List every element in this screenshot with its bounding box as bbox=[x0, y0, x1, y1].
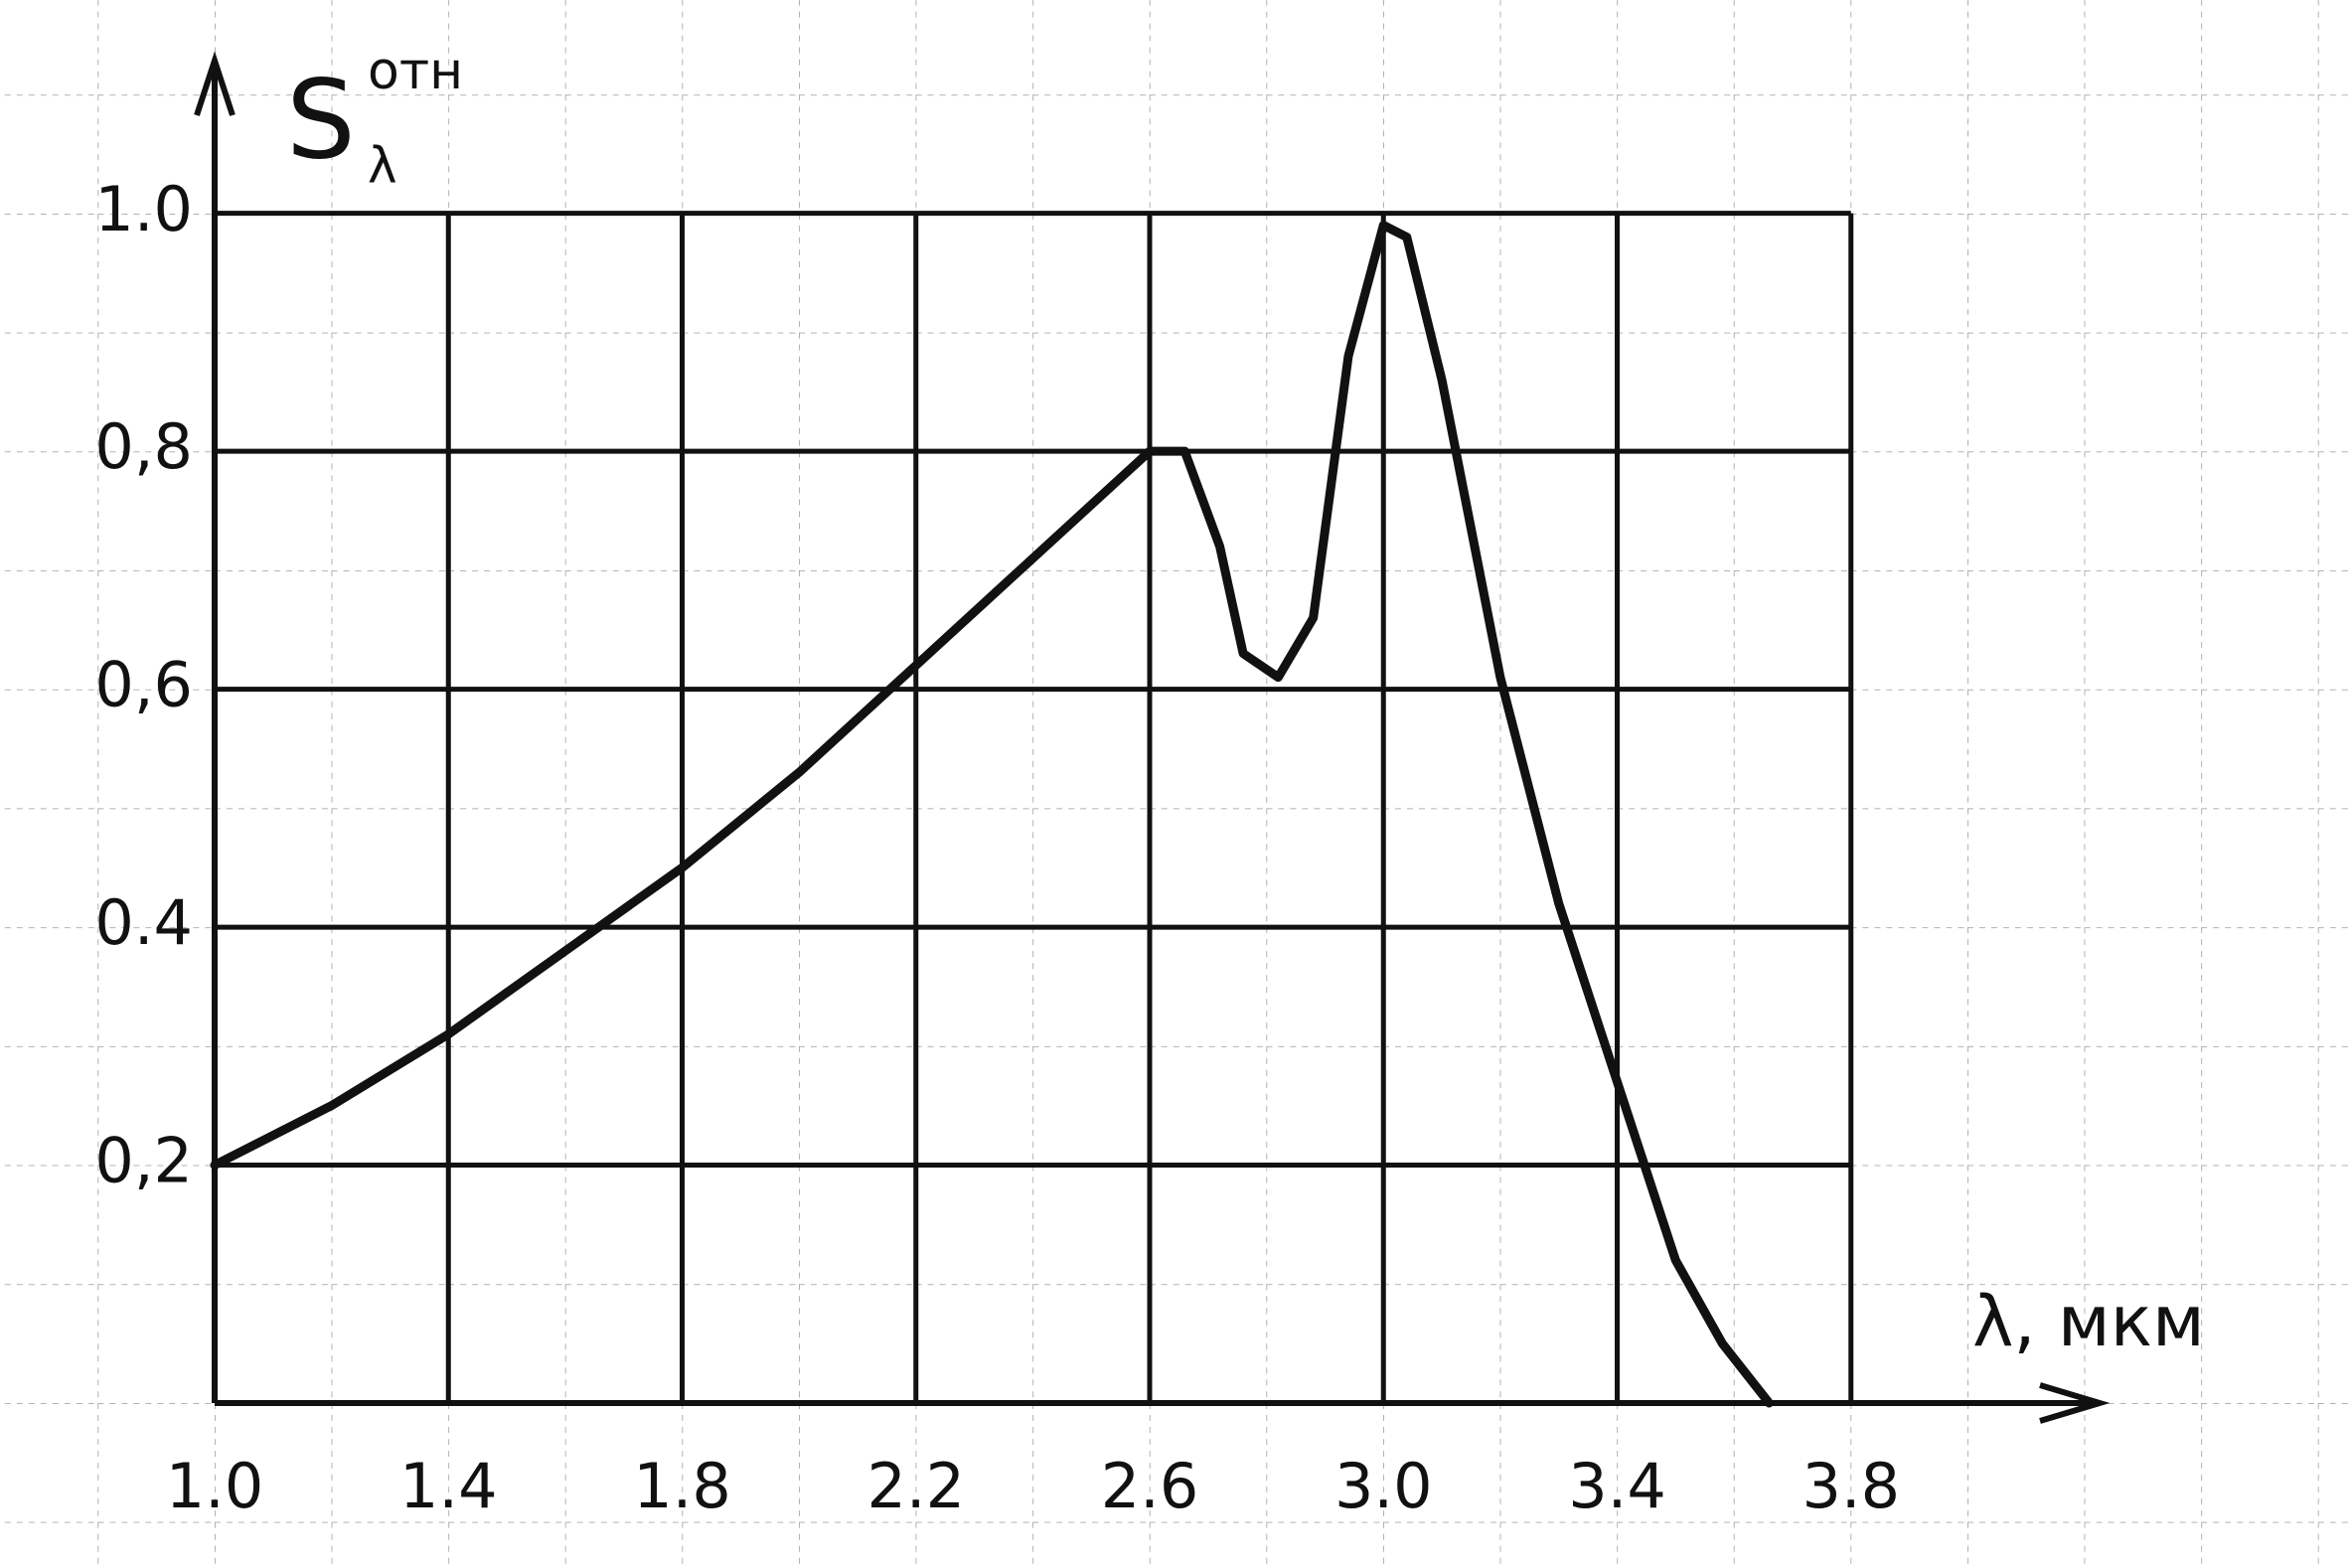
y-label-subscript: λ bbox=[368, 137, 397, 195]
y-tick-label: 0.4 bbox=[94, 886, 193, 959]
x-tick-label: 2.6 bbox=[1101, 1450, 1199, 1522]
x-tick-label: 1.0 bbox=[166, 1450, 264, 1522]
y-axis-arrow bbox=[194, 51, 235, 116]
data-line bbox=[210, 221, 1774, 1408]
x-tick-label: 3.4 bbox=[1568, 1450, 1666, 1522]
y-tick-label: 1.0 bbox=[94, 173, 193, 245]
y-axis-label: S λ отн bbox=[286, 42, 463, 195]
y-tick-label: 0,6 bbox=[94, 649, 193, 721]
y-label-symbol: S bbox=[286, 56, 356, 183]
y-tick-label: 0,2 bbox=[94, 1125, 193, 1197]
y-tick-label: 0,8 bbox=[94, 410, 193, 483]
x-axis-arrow bbox=[2039, 1382, 2111, 1424]
x-tick-label: 2.2 bbox=[866, 1450, 965, 1522]
x-tick-label: 1.4 bbox=[399, 1450, 498, 1522]
x-tick-label: 3.0 bbox=[1334, 1450, 1433, 1522]
x-tick-label: 3.8 bbox=[1802, 1450, 1900, 1522]
y-label-superscript: отн bbox=[368, 42, 463, 101]
x-axis-label: λ, мкм bbox=[1972, 1281, 2205, 1362]
x-tick-label: 1.8 bbox=[633, 1450, 731, 1522]
